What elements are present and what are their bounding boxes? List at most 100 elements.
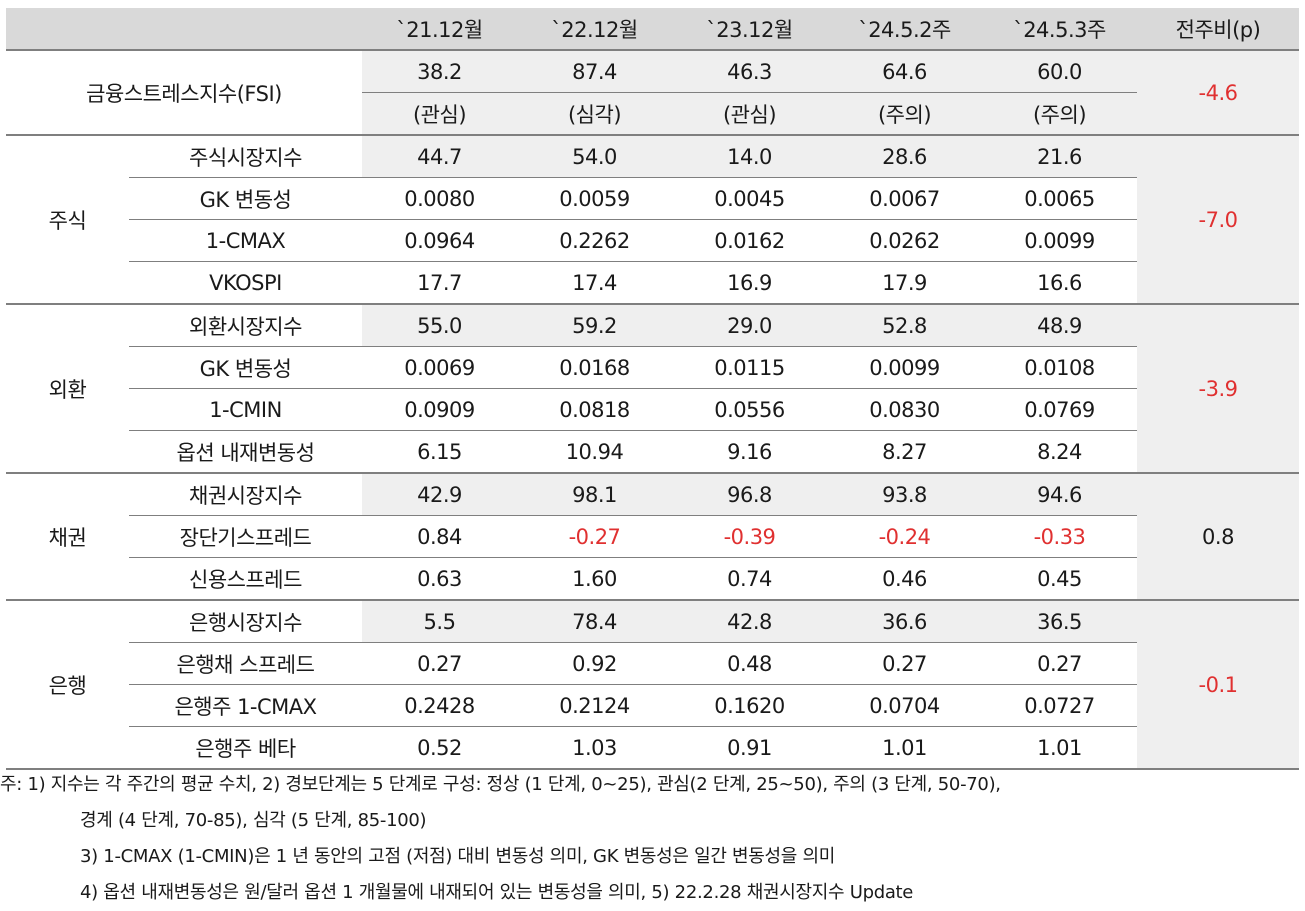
table-row: 1-CMAX 0.0964 0.2262 0.0162 0.0262 0.009…: [6, 219, 1299, 262]
fsi-value: 60.0: [982, 50, 1137, 93]
cell: 1.60: [517, 557, 672, 601]
cell: 0.0964: [362, 219, 517, 262]
cell: 14.0: [672, 135, 827, 178]
footnote-line: 주: 1) 지수는 각 주간의 평균 수치, 2) 경보단계는 5 단계로 구성…: [0, 774, 1001, 795]
row-label: 외환시장지수: [129, 304, 362, 347]
cell: 0.63: [362, 557, 517, 601]
cell: 0.84: [362, 515, 517, 558]
fsi-stage: (관심): [362, 92, 517, 136]
cell: 17.9: [827, 261, 982, 305]
cell: 0.0067: [827, 177, 982, 220]
cell: 0.92: [517, 642, 672, 685]
cell: -0.39: [672, 515, 827, 558]
table-row: VKOSPI 17.7 17.4 16.9 17.9 16.6: [6, 261, 1299, 305]
table-row: 은행채 스프레드 0.27 0.92 0.48 0.27 0.27: [6, 642, 1299, 685]
fsi-value-row: 금융스트레스지수(FSI) 38.2 87.4 46.3 64.6 60.0 -…: [6, 50, 1299, 136]
cell: 0.0059: [517, 177, 672, 220]
row-label: 1-CMAX: [129, 219, 362, 262]
cell: 16.9: [672, 261, 827, 305]
group-label: 주식: [6, 135, 129, 305]
col-header-change: 전주비(p): [1137, 8, 1299, 51]
col-header: `24.5.2주: [827, 8, 982, 51]
fsi-stage: (주의): [827, 92, 982, 136]
cell: 10.94: [517, 430, 672, 474]
fsi-stage: (심각): [517, 92, 672, 136]
table-row: 외환 외환시장지수 55.0 59.2 29.0 52.8 48.9 -3.9: [6, 304, 1299, 474]
cell: 0.0769: [982, 388, 1137, 431]
cell: 48.9: [982, 304, 1137, 347]
cell: 0.48: [672, 642, 827, 685]
cell: 0.0168: [517, 346, 672, 389]
cell: 0.2262: [517, 219, 672, 262]
cell: 0.0080: [362, 177, 517, 220]
cell: 96.8: [672, 473, 827, 516]
group-label: 은행: [6, 600, 129, 770]
row-label: 옵션 내재변동성: [129, 430, 362, 474]
cell: 16.6: [982, 261, 1137, 305]
table-row: 옵션 내재변동성 6.15 10.94 9.16 8.27 8.24: [6, 430, 1299, 474]
cell: 55.0: [362, 304, 517, 347]
table-row: 장단기스프레드 0.84 -0.27 -0.39 -0.24 -0.33: [6, 515, 1299, 558]
col-header: `23.12월: [672, 8, 827, 51]
cell: 0.0704: [827, 684, 982, 727]
cell: 36.6: [827, 600, 982, 643]
cell: 94.6: [982, 473, 1137, 516]
cell: 0.0818: [517, 388, 672, 431]
table-row: 채권 채권시장지수 42.9 98.1 96.8 93.8 94.6 0.8: [6, 473, 1299, 601]
row-label: 신용스프레드: [129, 557, 362, 601]
fsi-stage-row: (관심) (심각) (관심) (주의) (주의): [6, 92, 1299, 136]
cell: 9.16: [672, 430, 827, 474]
header-blank: [6, 8, 362, 51]
cell: 17.4: [517, 261, 672, 305]
cell: 54.0: [517, 135, 672, 178]
footnotes: 주: 1) 지수는 각 주간의 평균 수치, 2) 경보단계는 5 단계로 구성…: [0, 767, 1284, 911]
row-label: 1-CMIN: [129, 388, 362, 431]
cell: -0.33: [982, 515, 1137, 558]
col-header: `24.5.3주: [982, 8, 1137, 51]
fsi-stage: (주의): [982, 92, 1137, 136]
cell: 0.0045: [672, 177, 827, 220]
footnote-line: 4) 옵션 내재변동성은 원/달러 옵션 1 개월물에 내재되어 있는 변동성을…: [80, 882, 914, 903]
row-label: 은행채 스프레드: [129, 642, 362, 685]
cell: 0.27: [362, 642, 517, 685]
cell: 0.0727: [982, 684, 1137, 727]
group-change: -0.1: [1137, 600, 1299, 770]
fsi-value: 87.4: [517, 50, 672, 93]
table-row: 은행 은행시장지수 5.5 78.4 42.8 36.6 36.5 -0.1: [6, 600, 1299, 770]
table-row: 은행주 베타 0.52 1.03 0.91 1.01 1.01: [6, 726, 1299, 770]
fsi-value: 64.6: [827, 50, 982, 93]
cell: 0.2428: [362, 684, 517, 727]
cell: -0.24: [827, 515, 982, 558]
cell: 0.0099: [827, 346, 982, 389]
table-row: 은행주 1-CMAX 0.2428 0.2124 0.1620 0.0704 0…: [6, 684, 1299, 727]
cell: 0.0115: [672, 346, 827, 389]
cell: 0.45: [982, 557, 1137, 601]
row-label: GK 변동성: [129, 346, 362, 389]
group-label: 외환: [6, 304, 129, 474]
cell: 42.8: [672, 600, 827, 643]
row-label: 은행주 베타: [129, 726, 362, 770]
table-row: 주식 주식시장지수 44.7 54.0 14.0 28.6 21.6 -7.0: [6, 135, 1299, 305]
row-label: 은행주 1-CMAX: [129, 684, 362, 727]
cell: 0.0108: [982, 346, 1137, 389]
cell: 0.0065: [982, 177, 1137, 220]
cell: 29.0: [672, 304, 827, 347]
table-row: GK 변동성 0.0069 0.0168 0.0115 0.0099 0.010…: [6, 346, 1299, 389]
cell: -0.27: [517, 515, 672, 558]
table-row: 신용스프레드 0.63 1.60 0.74 0.46 0.45: [6, 557, 1299, 601]
cell: 0.0099: [982, 219, 1137, 262]
cell: 8.24: [982, 430, 1137, 474]
row-label: 은행시장지수: [129, 600, 362, 643]
cell: 0.2124: [517, 684, 672, 727]
cell: 78.4: [517, 600, 672, 643]
cell: 59.2: [517, 304, 672, 347]
fsi-change: -4.6: [1137, 50, 1299, 136]
cell: 36.5: [982, 600, 1137, 643]
cell: 0.0262: [827, 219, 982, 262]
cell: 0.46: [827, 557, 982, 601]
cell: 1.01: [827, 726, 982, 770]
group-change: -3.9: [1137, 304, 1299, 474]
cell: 42.9: [362, 473, 517, 516]
cell: 0.0556: [672, 388, 827, 431]
cell: 0.74: [672, 557, 827, 601]
